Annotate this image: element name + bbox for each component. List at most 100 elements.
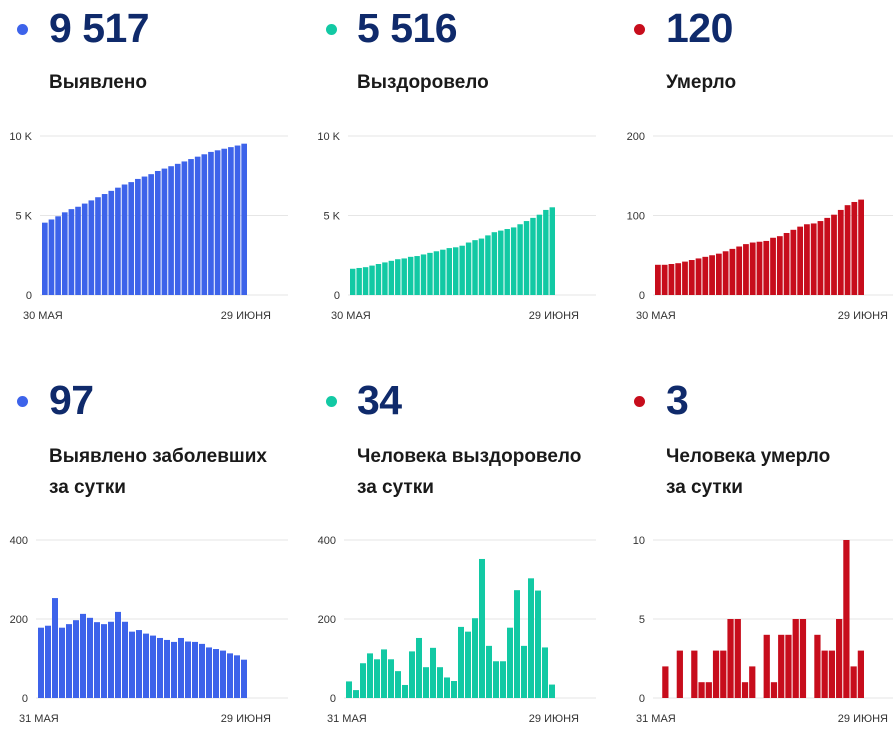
bar [407,256,414,295]
bar [535,590,541,698]
bar [459,245,465,295]
bar [549,684,555,698]
bar [720,650,727,698]
bar-chart: 0 200 400 31 МАЯ 29 ИЮНЯ [318,535,596,725]
bar [423,667,429,698]
stat-label: Умерло [666,67,736,98]
bar [174,163,181,295]
bar [510,227,517,295]
bar [161,168,168,295]
x-tick-label-end: 29 ИЮНЯ [529,713,579,725]
bar [790,229,797,295]
bar [698,682,705,698]
bar [736,246,743,295]
bar [814,634,821,698]
bar [350,268,356,295]
bar [756,241,763,295]
y-tick-label: 10 K [9,131,32,143]
bar [135,178,141,295]
bar [430,647,436,698]
stat-value: 97 [49,377,94,423]
bullet-dot [17,24,28,35]
bar [715,253,722,295]
bar [136,630,142,698]
bar [828,650,836,698]
bar [458,626,464,698]
bar [799,619,807,698]
bar [837,209,844,295]
y-tick-label: 10 [633,535,645,547]
x-tick-label-end: 29 ИЮНЯ [221,713,271,725]
bar [783,232,790,295]
y-tick-label: 100 [627,211,645,223]
bar [465,631,471,698]
bar [804,224,810,295]
x-tick-label-end: 29 ИЮНЯ [838,713,888,725]
bar [437,667,443,698]
stat-label-line: Человека выздоровело [357,446,582,467]
bar [395,671,401,698]
stat-value: 9 517 [49,5,150,51]
bar [778,634,785,698]
stat-label-line: Выявлено [49,72,147,93]
bar [369,265,375,295]
bar [465,242,472,295]
bar [676,650,683,698]
bar [836,619,843,698]
bar [115,611,121,698]
bar [141,176,148,295]
bar [542,647,548,698]
bar [416,637,422,698]
bar [695,258,702,295]
bar [73,620,79,698]
y-tick-label: 400 [318,535,336,547]
bar [655,264,661,295]
bar [792,619,799,698]
bar [122,621,128,698]
y-tick-label: 5 K [323,211,340,223]
bar [810,223,817,295]
bar [440,249,446,295]
bar [785,634,792,698]
bar [66,624,72,698]
bar [234,655,240,698]
bar [817,221,824,295]
bar [171,641,177,698]
x-tick-label-end: 29 ИЮНЯ [838,310,888,322]
stat-label-line: Человека умерло [666,446,831,467]
bar [375,264,382,295]
bar [824,217,831,295]
y-tick-label: 0 [330,693,336,705]
bar [360,663,366,698]
bar [770,237,776,295]
bar [682,261,688,295]
stat-label-line: за сутки [666,477,743,498]
bar [87,617,93,698]
y-tick-label: 0 [22,693,28,705]
bar [472,240,478,295]
bar [61,212,68,295]
bar [213,649,219,698]
bar [157,637,163,698]
bar [858,199,864,295]
bar [851,201,858,295]
bar [451,681,457,698]
bar [743,244,749,295]
bar [80,613,86,698]
bar [42,222,48,295]
y-tick-label: 200 [627,131,645,143]
bar [843,540,850,698]
bar [129,631,135,698]
bar [194,156,201,295]
bar [59,627,65,698]
bar [221,148,228,295]
bar [234,145,241,295]
bar [241,143,247,295]
stat-value: 5 516 [357,5,458,51]
stat-value: 3 [666,377,689,423]
bar [409,651,415,698]
bullet-dot [326,396,337,407]
x-tick-label-end: 29 ИЮНЯ [529,310,579,322]
y-tick-label: 200 [10,614,28,626]
bar [168,166,174,295]
